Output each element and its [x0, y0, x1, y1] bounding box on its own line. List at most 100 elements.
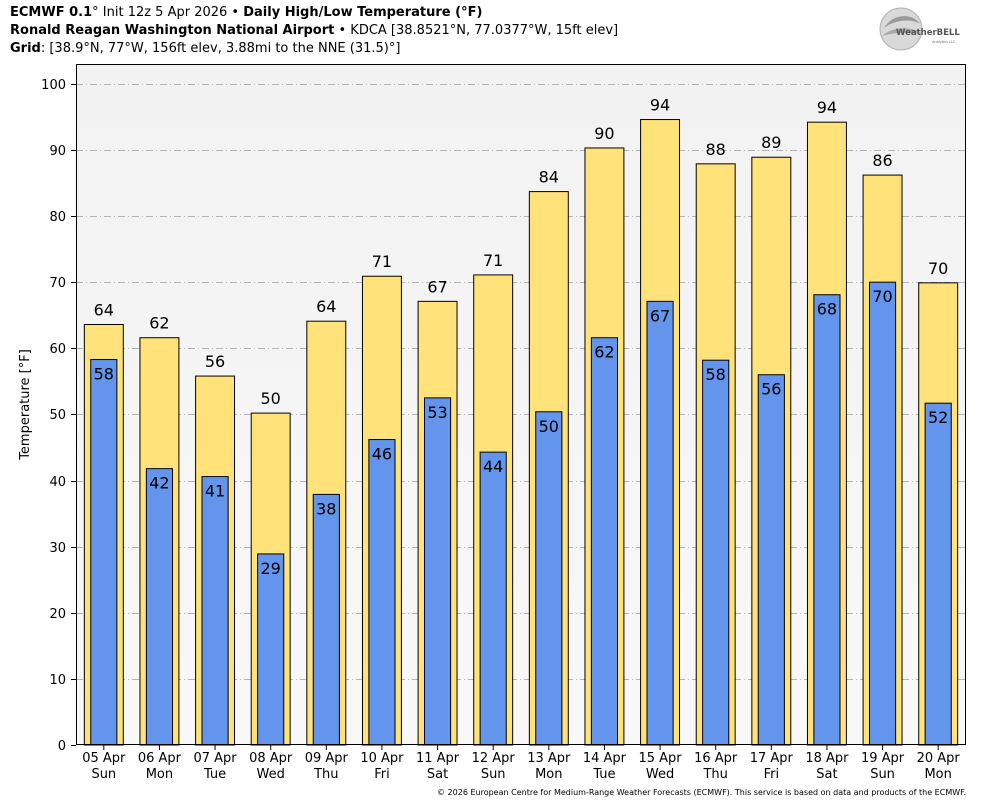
- y-tick-label: 30: [49, 541, 66, 556]
- low-bar: [312, 493, 340, 746]
- x-tick-day-label: Mon: [535, 767, 562, 782]
- x-tick-day-label: Sun: [481, 767, 506, 782]
- logo-text: WeatherBELL: [896, 28, 960, 38]
- high-value-label: 89: [761, 133, 781, 152]
- x-tick-date-label: 05 Apr: [82, 751, 126, 766]
- x-tick-date-label: 17 Apr: [750, 751, 794, 766]
- low-bar: [646, 300, 674, 746]
- chart-header-line-2: Ronald Reagan Washington National Airpor…: [10, 23, 618, 39]
- low-bar: [702, 359, 730, 746]
- x-tick-date-label: 14 Apr: [583, 751, 627, 766]
- plot-frame: [76, 64, 966, 745]
- high-value-label: 71: [483, 251, 503, 270]
- y-axis-ticks: 0 10 20 30 40 50 60 70 80 90 100: [41, 78, 76, 754]
- high-value-label: 62: [149, 314, 169, 333]
- low-value-label: 50: [539, 417, 559, 436]
- weatherbell-logo: WeatherBELL Analytics LLC: [879, 7, 960, 51]
- high-value-label: 64: [316, 297, 336, 316]
- y-tick-label: 90: [49, 144, 66, 159]
- low-bar: [201, 476, 229, 746]
- logo-subtext: Analytics LLC: [932, 40, 956, 44]
- x-tick-day-label: Mon: [146, 767, 173, 782]
- low-value-label: 62: [594, 343, 614, 362]
- x-tick-day-label: Wed: [646, 767, 674, 782]
- station-detail: KDCA [38.8521°N, 77.0377°W, 15ft elev]: [350, 23, 619, 38]
- low-value-label: 53: [427, 403, 447, 422]
- low-bar: [145, 468, 174, 746]
- low-value-label: 67: [650, 306, 670, 325]
- low-bar: [257, 553, 285, 746]
- y-tick-label: 40: [49, 475, 66, 490]
- header-bullet: •: [334, 23, 351, 38]
- y-tick-label: 70: [49, 276, 66, 291]
- x-tick-day-label: Sun: [91, 767, 116, 782]
- high-value-label: 84: [539, 168, 559, 187]
- x-tick-day-label: Wed: [257, 767, 285, 782]
- low-value-label: 68: [817, 300, 837, 319]
- x-tick-day-label: Tue: [203, 767, 226, 782]
- x-tick-date-label: 11 Apr: [416, 751, 460, 766]
- low-value-label: 56: [761, 380, 781, 399]
- bars: 64 58 62 42 56 41 50 29 64 38 71 46 67 53 71 44 84 50 90 62…: [83, 96, 959, 746]
- x-tick-day-label: Sun: [870, 767, 895, 782]
- high-value-label: 50: [261, 389, 281, 408]
- x-tick-day-label: Sat: [427, 767, 448, 782]
- x-tick-date-label: 18 Apr: [805, 751, 849, 766]
- chart-header-line-3: Grid: [38.9°N, 77°W, 156ft elev, 3.88mi …: [10, 41, 400, 57]
- x-tick-date-label: 12 Apr: [472, 751, 516, 766]
- x-tick-date-label: 13 Apr: [527, 751, 571, 766]
- high-value-label: 90: [594, 124, 614, 143]
- x-tick-date-label: 06 Apr: [138, 751, 182, 766]
- x-tick-day-label: Thu: [702, 767, 727, 782]
- x-tick-date-label: 15 Apr: [638, 751, 682, 766]
- x-tick-day-label: Sat: [816, 767, 837, 782]
- high-value-label: 94: [817, 98, 837, 117]
- low-value-label: 46: [372, 445, 392, 464]
- low-bar: [868, 281, 897, 746]
- low-bar: [590, 337, 619, 746]
- gridlines: [76, 84, 966, 680]
- y-tick-label: 100: [41, 78, 66, 93]
- low-value-label: 29: [261, 559, 281, 578]
- low-value-label: 42: [149, 474, 169, 493]
- x-tick-date-label: 16 Apr: [694, 751, 738, 766]
- x-tick-date-label: 09 Apr: [305, 751, 349, 766]
- x-tick-day-label: Mon: [924, 767, 951, 782]
- high-value-label: 64: [94, 300, 114, 319]
- high-value-label: 56: [205, 352, 225, 371]
- low-bar: [479, 451, 507, 746]
- low-bar: [90, 359, 118, 746]
- high-value-label: 71: [372, 252, 392, 271]
- grid-detail: : [38.9°N, 77°W, 156ft elev, 3.88mi to t…: [40, 41, 401, 56]
- low-value-label: 70: [872, 287, 892, 306]
- station-name: Ronald Reagan Washington National Airpor…: [10, 23, 335, 38]
- low-value-label: 58: [94, 365, 114, 384]
- x-tick-day-label: Thu: [313, 767, 338, 782]
- x-tick-day-label: Fri: [764, 767, 780, 782]
- x-tick-date-label: 10 Apr: [360, 751, 404, 766]
- x-tick-date-label: 20 Apr: [917, 751, 961, 766]
- high-value-label: 86: [872, 151, 892, 170]
- y-tick-label: 80: [49, 210, 66, 225]
- grid-label: Grid: [10, 41, 41, 56]
- y-tick-label: 0: [58, 739, 66, 754]
- model-name: ECMWF 0.1: [10, 5, 93, 20]
- low-bar: [368, 439, 396, 746]
- low-bar: [813, 294, 841, 746]
- low-value-label: 58: [706, 365, 726, 384]
- header-bullet: •: [227, 5, 244, 20]
- high-value-label: 67: [427, 277, 447, 296]
- high-value-label: 70: [928, 259, 948, 278]
- init-time: ° Init 12z 5 Apr 2026: [92, 5, 228, 20]
- y-tick-label: 50: [49, 408, 66, 423]
- low-bar: [535, 411, 563, 746]
- x-tick-date-label: 07 Apr: [193, 751, 237, 766]
- x-tick-day-label: Fri: [374, 767, 390, 782]
- copyright-notice: © 2026 European Centre for Medium-Range …: [437, 788, 966, 797]
- low-bar: [924, 402, 952, 746]
- product-title: Daily High/Low Temperature (°F): [243, 5, 483, 20]
- high-value-label: 88: [706, 140, 726, 159]
- x-tick-date-label: 08 Apr: [249, 751, 293, 766]
